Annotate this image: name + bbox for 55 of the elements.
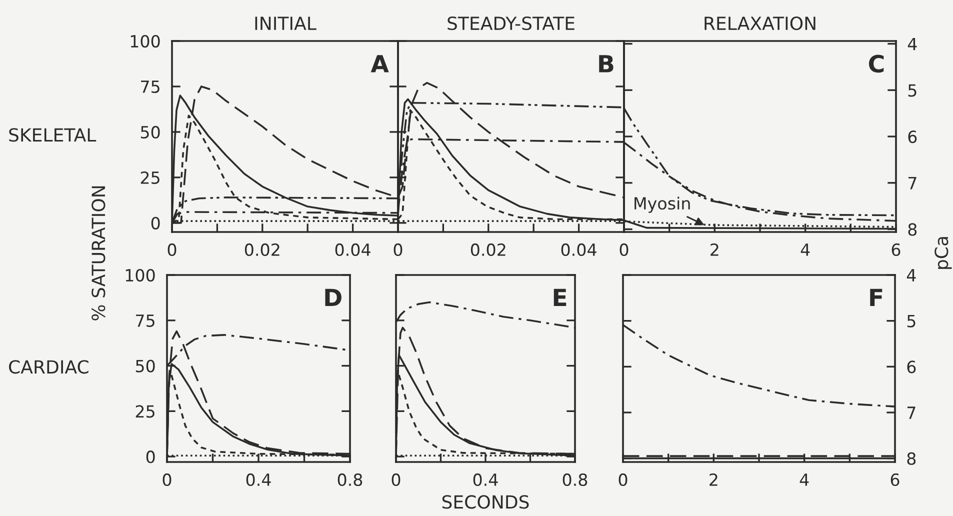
text: CARDIAC	[9, 360, 88, 374]
x-tick-label: 0	[392, 473, 400, 486]
x-tick-label: 0	[162, 473, 172, 486]
x-tick-label: 0	[394, 243, 402, 256]
y-tick-label: 50	[140, 126, 160, 139]
x-tick-label: 0.8	[562, 473, 588, 486]
y2-tick-label: 4	[906, 269, 916, 282]
y2-tick-label: 8	[908, 223, 917, 236]
y2-tick-label: 7	[908, 177, 916, 190]
annotation: E	[554, 288, 566, 306]
chart-title: STEADY-STATE	[448, 16, 574, 30]
annotation: B	[599, 55, 614, 72]
y-tick-label: 75	[136, 314, 154, 327]
chart-title: INITIAL	[255, 16, 316, 30]
y-tick-label: 0	[151, 216, 160, 230]
x-tick-label: 0.02	[244, 243, 280, 256]
y2-axis-title: pCa	[934, 237, 952, 269]
x-tick-label: 0.04	[335, 243, 370, 256]
y-tick-label: 75	[141, 80, 160, 94]
x-tick-label: 0.02	[470, 243, 506, 256]
y2-tick-label: 5	[908, 84, 916, 97]
y-axis-title: % SATURATION	[92, 186, 106, 320]
y-tick-label: 0	[146, 450, 155, 464]
x-tick-label: 0.4	[246, 473, 271, 486]
y2-tick-label: 7	[907, 406, 916, 419]
x-tick-label: 0	[618, 473, 628, 486]
y2-tick-label: 4	[908, 38, 917, 50]
y2-tick-label: 5	[907, 315, 916, 328]
x-tick-label: 0.8	[338, 473, 362, 486]
x-tick-label: 4	[800, 474, 809, 486]
y-tick-label: 25	[136, 405, 154, 418]
x-tick-label: 2	[710, 473, 718, 486]
annotation: F	[870, 288, 882, 306]
chart-title: RELAXATION	[704, 16, 816, 30]
y-tick-label: 100	[126, 268, 155, 282]
y-tick-label: 100	[130, 34, 160, 48]
x-tick-label: 0.04	[561, 243, 596, 256]
x-tick-label: 2	[710, 243, 718, 256]
x-tick-label: 6	[892, 243, 900, 256]
y-tick-label: 25	[140, 171, 160, 184]
x-tick-label: 0	[168, 243, 176, 256]
annotation: C	[868, 54, 884, 73]
x-tick-label: 0	[620, 243, 628, 256]
annotation: D	[325, 288, 342, 306]
y2-tick-label: 6	[907, 360, 916, 374]
text: SKELETAL	[9, 128, 96, 142]
y-tick-label: 50	[136, 360, 155, 372]
x-axis-title: SECONDS	[442, 495, 529, 509]
x-tick-label: 0.4	[473, 473, 498, 486]
annotation: A	[370, 55, 389, 72]
y2-tick-label: 8	[907, 452, 916, 465]
x-tick-label: 4	[800, 244, 810, 256]
x-tick-label: 6	[890, 473, 900, 486]
annotation: Myosin	[634, 196, 690, 213]
y2-tick-label: 6	[908, 130, 917, 144]
